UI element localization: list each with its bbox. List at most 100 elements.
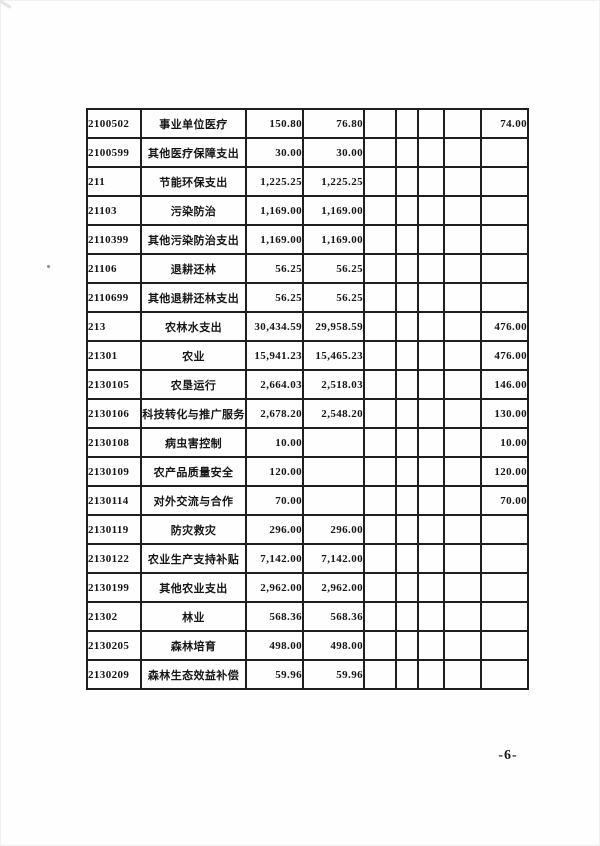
amount-last-cell — [480, 601, 529, 632]
empty-cell — [363, 369, 397, 400]
amount-last-cell — [480, 630, 529, 661]
empty-cell — [363, 224, 397, 255]
amount-last-cell — [480, 224, 529, 255]
table-row: 2130209 森林生态效益补偿 59.96 59.96 — [86, 659, 529, 690]
table-row: 21301 农业 15,941.23 15,465.23 476.00 — [86, 340, 529, 371]
amount-second-cell — [302, 456, 365, 487]
amount-second-cell: 498.00 — [302, 630, 365, 661]
empty-cell — [443, 166, 482, 197]
subject-name-cell: 其他医疗保障支出 — [140, 137, 247, 168]
empty-cell — [395, 166, 419, 197]
amount-total-cell: 296.00 — [245, 514, 304, 545]
empty-cell — [395, 601, 419, 632]
subject-code-cell: 213 — [86, 311, 142, 342]
subject-code-cell: 2130209 — [86, 659, 142, 690]
empty-cell — [443, 340, 482, 371]
subject-code-cell: 2130205 — [86, 630, 142, 661]
empty-cell — [363, 514, 397, 545]
empty-cell — [363, 601, 397, 632]
table-row: 2110399 其他污染防治支出 1,169.00 1,169.00 — [86, 224, 529, 255]
amount-total-cell: 56.25 — [245, 282, 304, 313]
subject-code-cell: 2130105 — [86, 369, 142, 400]
empty-cell — [395, 572, 419, 603]
subject-code-cell: 2110399 — [86, 224, 142, 255]
subject-name-cell: 退耕还林 — [140, 253, 247, 284]
empty-cell — [443, 195, 482, 226]
amount-last-cell — [480, 166, 529, 197]
subject-name-cell: 污染防治 — [140, 195, 247, 226]
empty-cell — [417, 311, 445, 342]
amount-last-cell — [480, 195, 529, 226]
empty-cell — [363, 659, 397, 690]
subject-code-cell: 21301 — [86, 340, 142, 371]
amount-last-cell — [480, 659, 529, 690]
subject-name-cell: 农垦运行 — [140, 369, 247, 400]
empty-cell — [443, 456, 482, 487]
amount-second-cell: 2,518.03 — [302, 369, 365, 400]
empty-cell — [417, 485, 445, 516]
empty-cell — [443, 514, 482, 545]
subject-name-cell: 病虫害控制 — [140, 427, 247, 458]
amount-total-cell: 1,225.25 — [245, 166, 304, 197]
subject-name-cell: 其他退耕还林支出 — [140, 282, 247, 313]
table-row: 2130114 对外交流与合作 70.00 70.00 — [86, 485, 529, 516]
empty-cell — [395, 224, 419, 255]
empty-cell — [363, 282, 397, 313]
subject-code-cell: 2130119 — [86, 514, 142, 545]
empty-cell — [363, 456, 397, 487]
amount-second-cell — [302, 485, 365, 516]
empty-cell — [417, 456, 445, 487]
amount-total-cell: 2,962.00 — [245, 572, 304, 603]
empty-cell — [363, 195, 397, 226]
empty-cell — [443, 311, 482, 342]
empty-cell — [417, 340, 445, 371]
empty-cell — [417, 514, 445, 545]
empty-cell — [395, 137, 419, 168]
amount-total-cell: 150.80 — [245, 108, 304, 139]
empty-cell — [443, 398, 482, 429]
empty-cell — [443, 485, 482, 516]
amount-total-cell: 1,169.00 — [245, 195, 304, 226]
empty-cell — [417, 659, 445, 690]
empty-cell — [417, 224, 445, 255]
empty-cell — [363, 137, 397, 168]
subject-code-cell: 2130122 — [86, 543, 142, 574]
amount-second-cell: 2,548.20 — [302, 398, 365, 429]
table-row: 2130205 森林培育 498.00 498.00 — [86, 630, 529, 661]
empty-cell — [363, 253, 397, 284]
subject-name-cell: 其他农业支出 — [140, 572, 247, 603]
amount-last-cell: 120.00 — [480, 456, 529, 487]
subject-code-cell: 2130108 — [86, 427, 142, 458]
empty-cell — [443, 601, 482, 632]
subject-code-cell: 2100599 — [86, 137, 142, 168]
empty-cell — [395, 398, 419, 429]
empty-cell — [443, 572, 482, 603]
amount-second-cell: 29,958.59 — [302, 311, 365, 342]
amount-total-cell: 59.96 — [245, 659, 304, 690]
subject-code-cell: 2130114 — [86, 485, 142, 516]
empty-cell — [395, 659, 419, 690]
table-row: 2130119 防灾救灾 296.00 296.00 — [86, 514, 529, 545]
amount-total-cell: 30,434.59 — [245, 311, 304, 342]
scan-corner-artifact — [0, 0, 12, 10]
amount-total-cell: 15,941.23 — [245, 340, 304, 371]
budget-table-body: 2100502 事业单位医疗 150.80 76.80 74.00 210059… — [86, 108, 529, 690]
table-row: 2130122 农业生产支持补贴 7,142.00 7,142.00 — [86, 543, 529, 574]
empty-cell — [417, 601, 445, 632]
amount-total-cell: 498.00 — [245, 630, 304, 661]
subject-name-cell: 节能环保支出 — [140, 166, 247, 197]
amount-last-cell: 10.00 — [480, 427, 529, 458]
amount-last-cell: 70.00 — [480, 485, 529, 516]
empty-cell — [395, 253, 419, 284]
amount-second-cell: 30.00 — [302, 137, 365, 168]
empty-cell — [443, 369, 482, 400]
amount-second-cell: 59.96 — [302, 659, 365, 690]
empty-cell — [443, 659, 482, 690]
empty-cell — [395, 195, 419, 226]
table-row: 2130106 科技转化与推广服务 2,678.20 2,548.20 130.… — [86, 398, 529, 429]
table-row: 2130105 农垦运行 2,664.03 2,518.03 146.00 — [86, 369, 529, 400]
amount-second-cell: 15,465.23 — [302, 340, 365, 371]
amount-total-cell: 120.00 — [245, 456, 304, 487]
table-row: 21302 林业 568.36 568.36 — [86, 601, 529, 632]
